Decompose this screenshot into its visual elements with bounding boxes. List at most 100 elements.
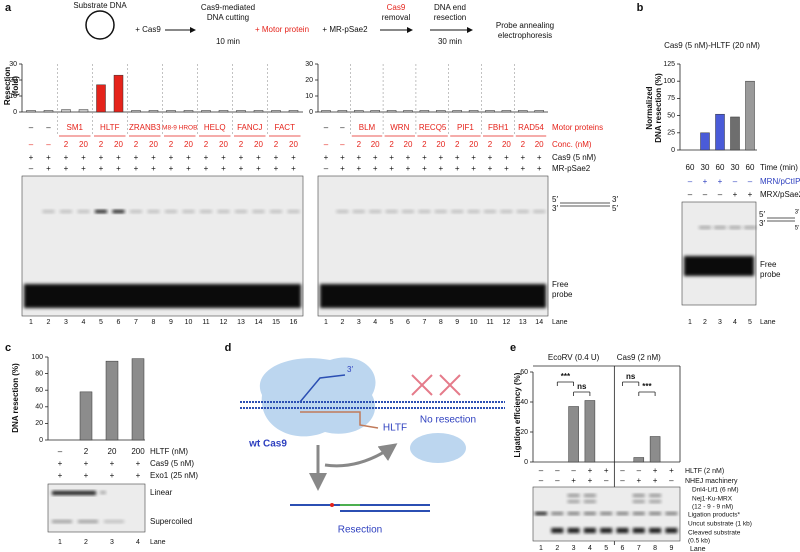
band xyxy=(665,512,678,515)
bar xyxy=(501,110,512,113)
band xyxy=(649,512,662,515)
row-value: 5 xyxy=(99,319,103,326)
band xyxy=(100,491,106,494)
y-tick-label: 10 xyxy=(9,93,17,100)
row-value: + xyxy=(256,164,261,173)
row-value: + xyxy=(136,459,141,468)
y-tick-label: 75 xyxy=(667,95,675,102)
row-value: 1 xyxy=(29,319,33,326)
bar xyxy=(253,110,264,113)
bar xyxy=(321,110,331,113)
row-value: + xyxy=(291,164,296,173)
row-value: + xyxy=(169,164,174,173)
row-value: – xyxy=(571,466,576,475)
protein: M8-9 HROB xyxy=(162,125,197,132)
row-value: 3 xyxy=(572,545,576,552)
label: 30 min xyxy=(438,37,462,46)
row-value: – xyxy=(555,466,560,475)
row-value: 20 xyxy=(535,140,544,149)
label: probe xyxy=(552,290,573,299)
label: Linear xyxy=(150,488,173,497)
row-label: MR-pSae2 xyxy=(552,164,591,173)
row-value: + xyxy=(455,153,460,162)
guide-rna xyxy=(300,411,379,429)
row-value: + xyxy=(356,164,361,173)
row-value: – xyxy=(733,177,738,186)
y-tick-label: 20 xyxy=(305,77,313,84)
y-tick-label: 80 xyxy=(35,370,43,377)
y-tick-label: 20 xyxy=(9,77,17,84)
row-value: + xyxy=(134,164,139,173)
row-value: 200 xyxy=(131,447,145,456)
row-value: 20 xyxy=(289,140,298,149)
protein: HLTF xyxy=(100,123,120,132)
row-value: + xyxy=(748,190,753,199)
label: 3′ xyxy=(795,210,800,216)
row-value: – xyxy=(340,140,345,149)
row-value: + xyxy=(186,153,191,162)
row-value: + xyxy=(110,459,115,468)
band xyxy=(78,520,98,523)
row-value: + xyxy=(471,153,476,162)
row-label: Conc. (nM) xyxy=(552,140,592,149)
protein: – xyxy=(46,123,51,132)
panel-label: e xyxy=(510,342,516,354)
bar xyxy=(419,110,430,113)
row-value: 9 xyxy=(455,319,459,326)
label: (0.5 kb) xyxy=(688,538,710,545)
band xyxy=(583,494,596,497)
label: No resection xyxy=(420,415,476,426)
row-value: 8 xyxy=(439,319,443,326)
row-value: + xyxy=(389,164,394,173)
row-value: – xyxy=(29,140,34,149)
cas9-shape xyxy=(259,357,376,437)
bar xyxy=(105,360,119,441)
y-tick-label: 30 xyxy=(9,61,17,68)
row-value: 11 xyxy=(486,319,493,326)
band xyxy=(567,528,580,533)
row-value: + xyxy=(438,164,443,173)
row-value: + xyxy=(718,177,723,186)
row-value: + xyxy=(81,153,86,162)
band xyxy=(649,528,662,533)
label: 5′ xyxy=(795,226,800,232)
row-value: – xyxy=(637,466,642,475)
protein: FACT xyxy=(275,123,296,132)
band xyxy=(484,210,496,213)
row-value: 20 xyxy=(404,140,413,149)
band xyxy=(320,284,546,308)
band xyxy=(418,210,431,213)
bar xyxy=(113,74,124,113)
label: HLTF (2 nM) xyxy=(685,468,724,475)
row-value: 30 xyxy=(731,163,740,172)
protein: FANCJ xyxy=(237,123,262,132)
row-label: Cas9 (5 nM) xyxy=(552,153,596,162)
row-value: + xyxy=(204,153,209,162)
label: NHEJ machinery xyxy=(685,478,738,485)
y-tick-label: 0 xyxy=(39,437,43,444)
y-tick-label: 100 xyxy=(31,354,43,361)
protein: ZRANB3 xyxy=(129,123,161,132)
band xyxy=(567,494,580,497)
row-value: + xyxy=(455,164,460,173)
bar xyxy=(403,110,413,113)
protein: HELQ xyxy=(204,123,226,132)
band xyxy=(52,520,72,523)
bar xyxy=(61,109,71,113)
row-value: + xyxy=(733,190,738,199)
bar xyxy=(745,80,755,151)
row-value: + xyxy=(84,471,89,480)
significance: *** xyxy=(642,382,652,391)
row-value: 14 xyxy=(255,319,263,326)
y-tick-label: 0 xyxy=(671,147,675,154)
band xyxy=(112,210,125,213)
row-value: + xyxy=(84,459,89,468)
row-value: 20 xyxy=(436,140,445,149)
band xyxy=(714,226,726,229)
row-value: + xyxy=(204,164,209,173)
y-tick-label: 60 xyxy=(520,369,528,376)
y-tick-label: 20 xyxy=(520,429,528,436)
row-value: + xyxy=(239,153,244,162)
y-tick-label: 25 xyxy=(667,130,675,137)
significance: ns xyxy=(626,372,636,381)
